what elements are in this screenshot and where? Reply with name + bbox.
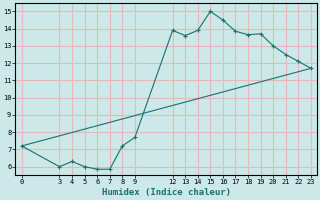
X-axis label: Humidex (Indice chaleur): Humidex (Indice chaleur) bbox=[102, 188, 231, 197]
